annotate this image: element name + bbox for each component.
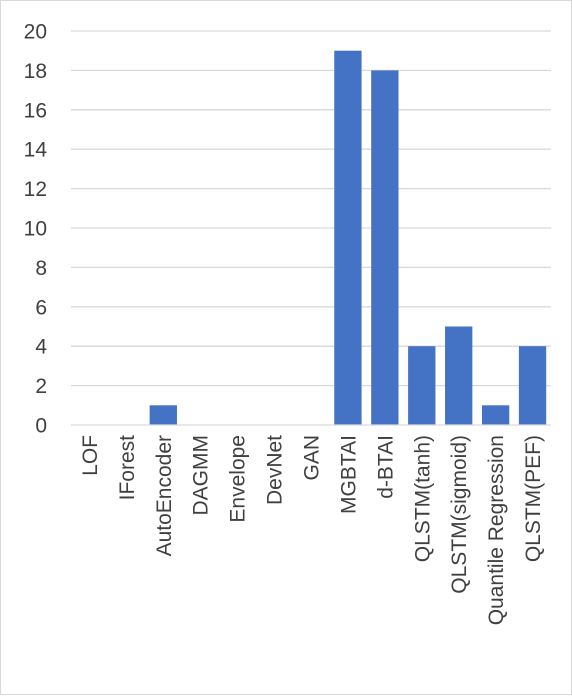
bar-quantile-regression	[481, 405, 510, 425]
bar-qlstm-sigmoid	[445, 326, 473, 425]
x-tick-label: DAGMM	[190, 435, 213, 516]
x-tick-label: Quantile Regression	[485, 435, 508, 625]
x-tick-label: LOF	[79, 435, 102, 476]
y-tick-labels: 0 2 4 6 8 10 12 14 16 18 20	[24, 21, 48, 438]
x-tick-label: MGBTAI	[337, 435, 360, 514]
y-tick-label: 6	[35, 296, 47, 319]
x-tick-label: DevNet	[264, 435, 287, 505]
y-tick-label: 18	[24, 60, 47, 83]
bar-qlstm-tanh	[408, 346, 436, 425]
y-tick-label: 12	[24, 178, 47, 201]
y-tick-label: 4	[35, 336, 47, 359]
x-tick-label: d-BTAI	[374, 435, 397, 499]
y-tick-label: 2	[35, 375, 47, 398]
bar-d-btai	[371, 70, 399, 426]
x-tick-label: AutoEncoder	[153, 435, 176, 556]
y-tick-label: 16	[24, 99, 47, 122]
bar-qlstm-pef	[518, 346, 547, 425]
y-tick-label: 14	[24, 139, 48, 162]
x-tick-label: Envelope	[227, 435, 250, 523]
bar-mgbtai	[334, 50, 362, 425]
bars	[149, 50, 547, 426]
x-tick-labels: LOF IForest AutoEncoder DAGMM Envelope DevNet…	[79, 435, 545, 625]
x-tick-label: QLSTM(tanh)	[411, 435, 434, 562]
x-tick-label: GAN	[301, 435, 324, 481]
y-tick-label: 8	[35, 257, 47, 280]
y-tick-label: 20	[24, 21, 47, 44]
gridlines	[71, 30, 551, 387]
x-tick-label: QLSTM(PEF)	[522, 435, 545, 562]
bar-autoencoder	[149, 405, 177, 425]
y-tick-label: 0	[35, 415, 47, 438]
x-tick-label: IForest	[116, 435, 139, 501]
y-tick-label: 10	[24, 218, 47, 241]
x-tick-label: QLSTM(sigmoid)	[448, 435, 471, 594]
